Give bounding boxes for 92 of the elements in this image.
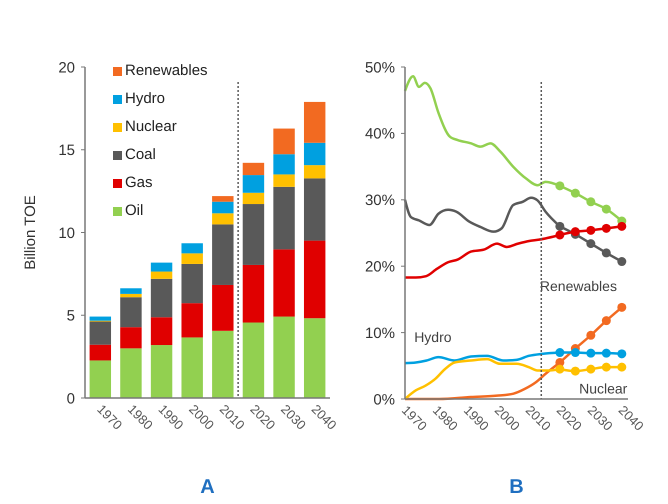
point — [602, 316, 611, 326]
bar — [150, 262, 172, 272]
bar — [150, 278, 172, 318]
point — [586, 226, 596, 235]
bar — [273, 154, 295, 174]
bar — [304, 318, 326, 398]
text: B — [509, 476, 524, 498]
bar — [242, 322, 264, 398]
bar — [120, 297, 142, 328]
bar — [212, 330, 234, 398]
point — [617, 362, 626, 372]
bar — [150, 272, 172, 279]
legend-label: Coal — [125, 146, 156, 163]
bar — [90, 344, 112, 360]
point — [586, 239, 596, 248]
bar — [181, 253, 203, 264]
point — [617, 222, 626, 231]
y-tick-label: 20% — [364, 258, 395, 276]
bar — [90, 360, 112, 398]
point — [602, 362, 611, 372]
legend-label: Gas — [125, 174, 153, 191]
point — [602, 248, 611, 258]
y-tick-label: 40% — [364, 126, 395, 143]
bar — [242, 192, 264, 204]
bar — [181, 243, 203, 254]
legend-label: Oil — [125, 202, 144, 219]
point — [586, 330, 596, 340]
point — [555, 222, 564, 231]
point — [617, 302, 626, 312]
bar — [120, 294, 142, 298]
point — [570, 188, 580, 198]
bar — [242, 204, 264, 265]
point — [555, 230, 564, 240]
bar — [181, 264, 203, 304]
bar — [273, 186, 295, 250]
bar — [242, 175, 264, 193]
y-tick-label: 0% — [373, 391, 395, 408]
bar — [273, 249, 295, 317]
point — [586, 348, 596, 358]
text: A — [200, 476, 215, 498]
bar — [212, 224, 234, 285]
point — [570, 348, 580, 358]
bar — [304, 142, 326, 166]
legend-label: Renewables — [125, 62, 208, 79]
bar — [212, 284, 234, 331]
y-tick-label: 10% — [364, 324, 395, 342]
bar — [90, 316, 112, 321]
bar — [273, 128, 295, 154]
point — [586, 197, 596, 206]
bar — [181, 303, 203, 338]
bar — [304, 165, 326, 178]
bar — [304, 240, 326, 318]
y-tick-label: 15 — [58, 142, 75, 159]
point — [617, 349, 626, 358]
point — [570, 366, 580, 376]
bar — [304, 178, 326, 241]
bar — [212, 202, 234, 214]
bar — [150, 317, 172, 346]
bar — [242, 264, 264, 323]
bar — [150, 345, 172, 398]
point — [555, 364, 564, 374]
point — [570, 227, 580, 236]
bar — [212, 213, 234, 224]
bar — [212, 196, 234, 202]
point — [586, 364, 596, 374]
y-axis-title: Billion TOE — [22, 195, 39, 270]
legend-label: Nuclear — [125, 118, 177, 135]
series-label: Renewables — [540, 278, 617, 294]
series-label: Hydro — [414, 328, 452, 345]
bar — [304, 102, 326, 143]
bar — [273, 174, 295, 187]
bar — [120, 327, 142, 348]
bar — [90, 322, 112, 345]
y-tick-label: 5 — [66, 308, 75, 324]
y-tick-label: 20 — [58, 59, 75, 76]
point — [602, 204, 611, 214]
bar — [120, 288, 142, 294]
point — [602, 348, 611, 358]
point — [555, 348, 564, 358]
bar — [181, 337, 203, 398]
y-tick-label: 50% — [364, 59, 395, 76]
y-tick-label: 30% — [364, 192, 395, 210]
y-tick-label: 0 — [66, 390, 75, 408]
bar — [273, 316, 295, 398]
legend-label: Hydro — [125, 90, 166, 107]
point — [555, 181, 564, 190]
series-label: Nuclear — [579, 380, 628, 397]
y-tick-label: 10 — [58, 224, 75, 242]
bar — [242, 162, 264, 176]
bar — [120, 348, 142, 398]
point — [602, 224, 611, 233]
point — [617, 257, 626, 266]
